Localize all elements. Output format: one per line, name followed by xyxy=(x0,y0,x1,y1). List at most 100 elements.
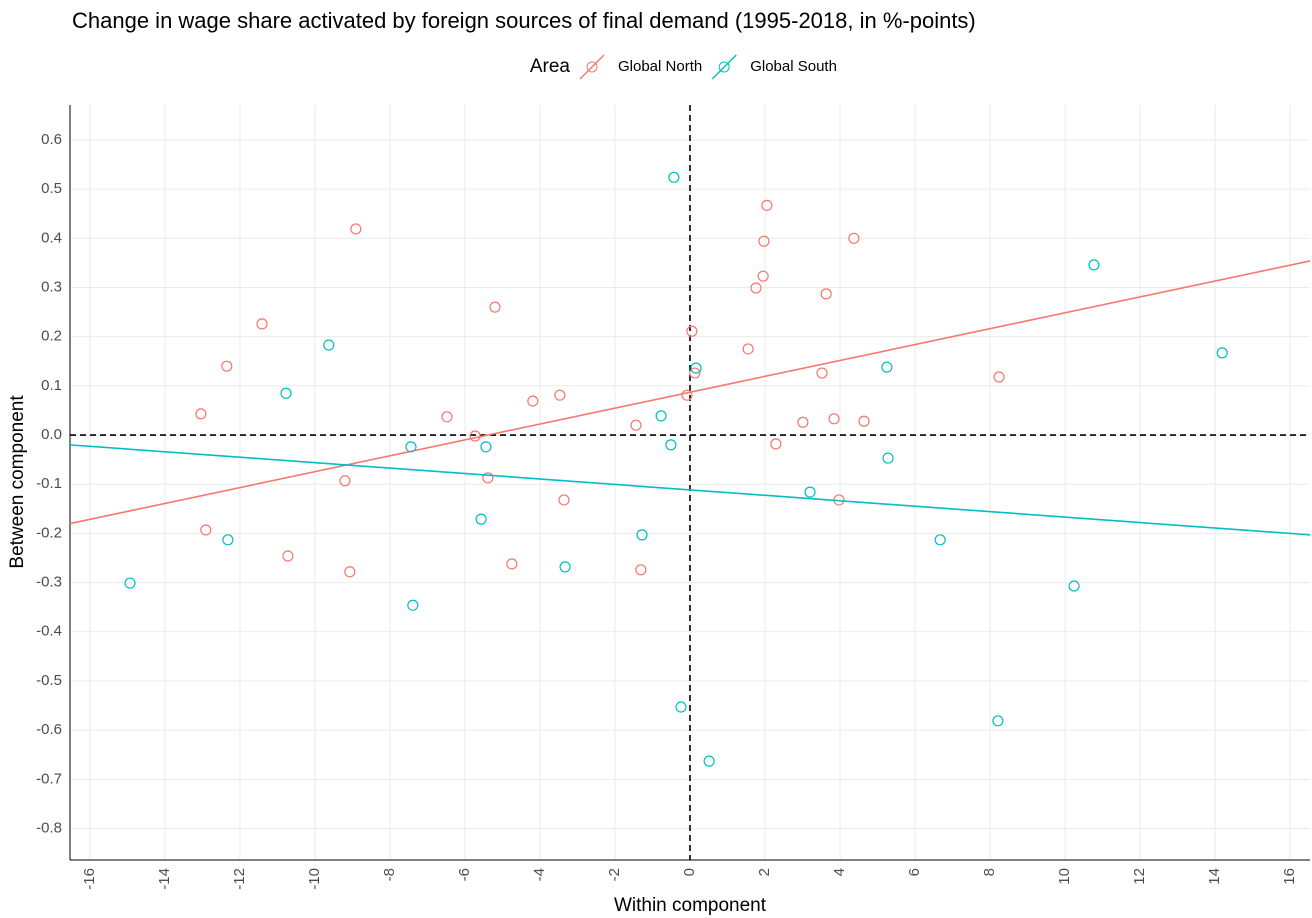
point xyxy=(527,395,539,407)
x-tick-label: 8 xyxy=(981,868,998,876)
y-tick-label: -0.1 xyxy=(36,475,62,492)
legend-title: Area xyxy=(530,56,571,77)
legend-key xyxy=(711,54,737,80)
point xyxy=(280,387,292,399)
y-tick-label: 0.3 xyxy=(41,278,62,295)
chart-title: Change in wage share activated by foreig… xyxy=(72,8,976,33)
legend-key xyxy=(718,61,730,73)
point xyxy=(469,430,481,442)
point xyxy=(848,232,860,244)
x-tick-label: -4 xyxy=(531,868,548,881)
point xyxy=(681,389,693,401)
x-tick-label: -2 xyxy=(606,868,623,881)
point xyxy=(820,288,832,300)
point xyxy=(675,701,687,713)
legend: Area Global North Global South xyxy=(530,54,837,80)
point xyxy=(757,270,769,282)
x-tick-label: -16 xyxy=(81,868,98,890)
point xyxy=(881,361,893,373)
fit-line xyxy=(69,444,1311,536)
point xyxy=(993,371,1005,383)
point xyxy=(558,494,570,506)
point xyxy=(480,441,492,453)
point xyxy=(282,550,294,562)
point xyxy=(689,367,701,379)
point xyxy=(1216,347,1228,359)
y-tick-label: -0.2 xyxy=(36,524,62,541)
point xyxy=(934,534,946,546)
y-tick-label: 0.0 xyxy=(41,426,62,443)
y-tick-label: -0.7 xyxy=(36,770,62,787)
point xyxy=(200,524,212,536)
point xyxy=(482,472,494,484)
point xyxy=(636,529,648,541)
point xyxy=(559,561,571,573)
y-tick-label: 0.4 xyxy=(41,229,62,246)
point xyxy=(221,360,233,372)
point xyxy=(256,318,268,330)
x-tick-label: 6 xyxy=(906,868,923,876)
y-tick-label: 0.2 xyxy=(41,328,62,345)
point xyxy=(816,367,828,379)
point xyxy=(742,343,754,355)
point xyxy=(992,715,1004,727)
legend-label: Global North xyxy=(618,58,702,75)
y-tick-label: -0.5 xyxy=(36,672,62,689)
point xyxy=(339,475,351,487)
point xyxy=(407,599,419,611)
point xyxy=(1068,580,1080,592)
y-tick-label: 0.1 xyxy=(41,377,62,394)
point xyxy=(703,755,715,767)
x-tick-label: -12 xyxy=(231,868,248,890)
x-tick-label: 2 xyxy=(756,868,773,876)
point xyxy=(797,416,809,428)
point xyxy=(882,452,894,464)
x-tick-label: 14 xyxy=(1206,868,1223,885)
x-tick-label: -10 xyxy=(306,868,323,890)
point xyxy=(195,408,207,420)
legend-label: Global South xyxy=(750,58,837,75)
point xyxy=(686,325,698,337)
point xyxy=(506,558,518,570)
point xyxy=(405,441,417,453)
point xyxy=(554,389,566,401)
point xyxy=(770,438,782,450)
point xyxy=(1088,259,1100,271)
point xyxy=(761,199,773,211)
y-tick-label: -0.4 xyxy=(36,623,62,640)
point xyxy=(323,339,335,351)
point xyxy=(344,566,356,578)
point xyxy=(758,235,770,247)
point xyxy=(655,410,667,422)
x-tick-label: 12 xyxy=(1131,868,1148,885)
point xyxy=(489,301,501,313)
point xyxy=(668,171,680,183)
y-tick-label: 0.6 xyxy=(41,131,62,148)
point xyxy=(350,223,362,235)
point xyxy=(124,577,136,589)
x-tick-label: 4 xyxy=(831,868,848,876)
point xyxy=(858,415,870,427)
y-axis-title: Between component xyxy=(7,395,28,569)
y-tick-label: -0.3 xyxy=(36,574,62,591)
x-tick-label: 16 xyxy=(1281,868,1298,885)
x-tick-label: -6 xyxy=(456,868,473,881)
legend-key xyxy=(579,54,605,80)
point xyxy=(665,439,677,451)
point xyxy=(222,534,234,546)
point xyxy=(630,419,642,431)
point xyxy=(441,411,453,423)
y-tick-label: -0.8 xyxy=(36,819,62,836)
x-tick-label: 0 xyxy=(681,868,698,876)
fit-line xyxy=(69,260,1311,525)
point xyxy=(690,362,702,374)
point xyxy=(804,486,816,498)
point xyxy=(475,513,487,525)
y-tick-label: -0.6 xyxy=(36,721,62,738)
x-axis-title: Within component xyxy=(614,895,767,916)
point xyxy=(635,564,647,576)
y-tick-label: 0.5 xyxy=(41,180,62,197)
point xyxy=(750,282,762,294)
point xyxy=(828,413,840,425)
